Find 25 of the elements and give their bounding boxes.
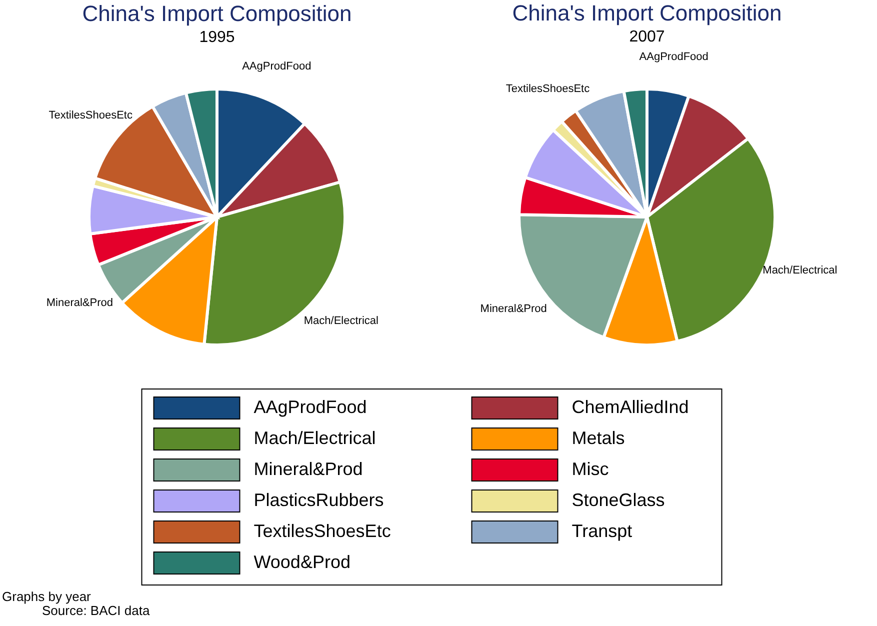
chart-subtitle: 2007 xyxy=(629,28,665,46)
legend-label: PlasticsRubbers xyxy=(254,490,384,510)
slice-label: AAgProdFood xyxy=(242,60,312,72)
legend-label: Transpt xyxy=(572,521,632,541)
legend-label: TextilesShoesEtc xyxy=(254,521,391,541)
legend-label: Wood&Prod xyxy=(254,552,350,572)
legend-label: Misc xyxy=(572,459,609,479)
slice-label: Mineral&Prod xyxy=(46,296,113,309)
slice-label: AAgProdFood xyxy=(639,51,708,64)
chart-subtitle: 1995 xyxy=(199,29,235,46)
source-note: Source: BACI data xyxy=(42,603,150,618)
chart-title: China's Import Composition xyxy=(82,1,352,26)
legend-label: Mineral&Prod xyxy=(254,459,363,479)
chart-title: China's Import Composition xyxy=(512,0,782,26)
slice-label: TextilesShoesEtc xyxy=(506,82,590,95)
text: Graphs by year xyxy=(2,589,92,604)
slice-label: TextilesShoesEtc xyxy=(48,110,133,122)
legend-label: Metals xyxy=(572,428,625,448)
legend-label: AAgProdFood xyxy=(254,397,367,417)
slice-label: Mach/Electrical xyxy=(762,264,838,276)
slice-label: Mach/Electrical xyxy=(304,315,378,328)
legend-label: Mach/Electrical xyxy=(254,428,376,448)
legend-label: StoneGlass xyxy=(572,490,665,510)
slice-label: Mineral&Prod xyxy=(480,302,547,315)
legend-label: ChemAlliedInd xyxy=(572,397,689,417)
